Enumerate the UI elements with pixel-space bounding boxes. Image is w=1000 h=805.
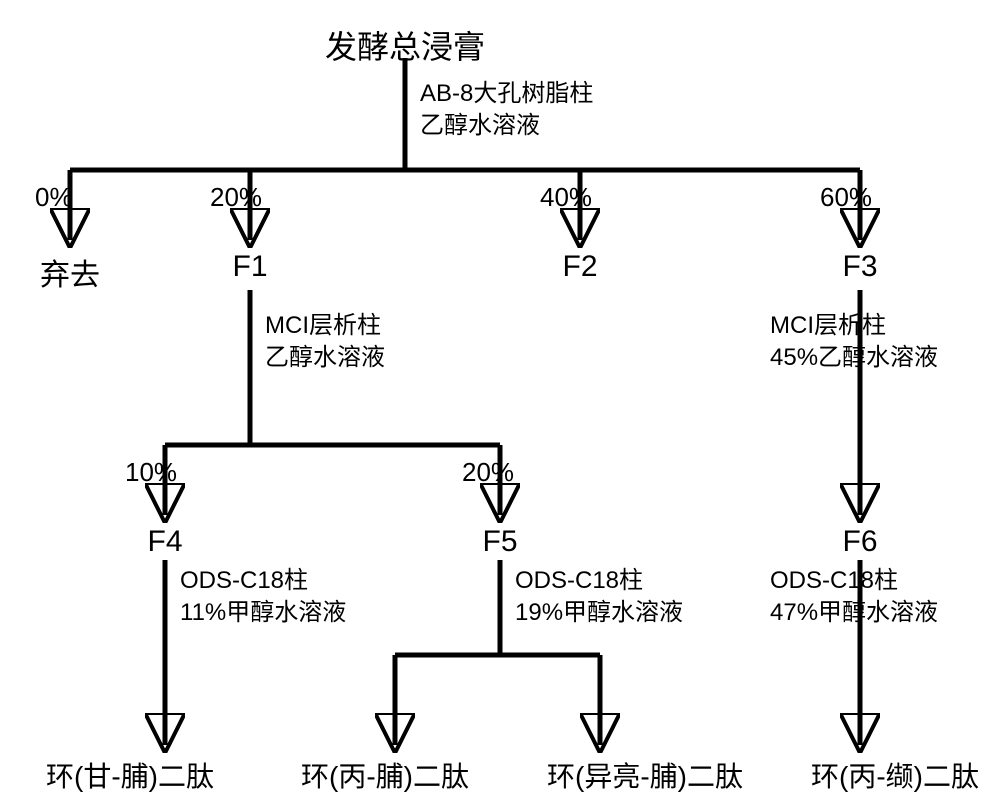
anno-root: AB-8大孔树脂柱 乙醇水溶液: [420, 78, 593, 143]
product-4: 环(丙-缬)二肽: [811, 755, 979, 795]
anno-f1-l2: 乙醇水溶液: [265, 344, 385, 371]
anno-f6-l2: 47%甲醇水溶液: [770, 599, 938, 626]
branch-20pct-b: 20%: [462, 455, 514, 490]
anno-f1: MCI层析柱 乙醇水溶液: [265, 310, 385, 375]
anno-root-l2: 乙醇水溶液: [420, 112, 540, 139]
f6-node: F6: [842, 525, 877, 559]
anno-f3-l2: 45%乙醇水溶液: [770, 344, 938, 371]
product-2: 环(丙-脯)二肽: [301, 755, 469, 795]
f2-node: F2: [562, 250, 597, 284]
branch-0pct: 0%: [35, 180, 73, 215]
branch-60pct: 60%: [820, 180, 872, 215]
f3-node: F3: [842, 250, 877, 284]
anno-f3-l1: MCI层析柱: [770, 312, 886, 339]
anno-f6: ODS-C18柱 47%甲醇水溶液: [770, 565, 938, 630]
branch-20pct: 20%: [210, 180, 262, 215]
anno-f5: ODS-C18柱 19%甲醇水溶液: [515, 565, 683, 630]
anno-f5-l2: 19%甲醇水溶液: [515, 599, 683, 626]
anno-f1-l1: MCI层析柱: [265, 312, 381, 339]
anno-f6-l1: ODS-C18柱: [770, 567, 898, 594]
anno-f4-l2: 11%甲醇水溶液: [180, 599, 346, 626]
anno-f4: ODS-C18柱 11%甲醇水溶液: [180, 565, 346, 630]
discard-node: 弃去: [40, 250, 100, 294]
product-1: 环(甘-脯)二肽: [46, 755, 214, 795]
branch-10pct: 10%: [125, 455, 177, 490]
anno-f5-l1: ODS-C18柱: [515, 567, 643, 594]
f5-node: F5: [482, 525, 517, 559]
anno-root-l1: AB-8大孔树脂柱: [420, 80, 593, 107]
product-3: 环(异亮-脯)二肽: [547, 755, 743, 795]
f1-node: F1: [232, 250, 267, 284]
root-node: 发酵总浸膏: [325, 22, 485, 68]
anno-f4-l1: ODS-C18柱: [180, 567, 308, 594]
branch-40pct: 40%: [540, 180, 592, 215]
anno-f3: MCI层析柱 45%乙醇水溶液: [770, 310, 938, 375]
f4-node: F4: [147, 525, 182, 559]
